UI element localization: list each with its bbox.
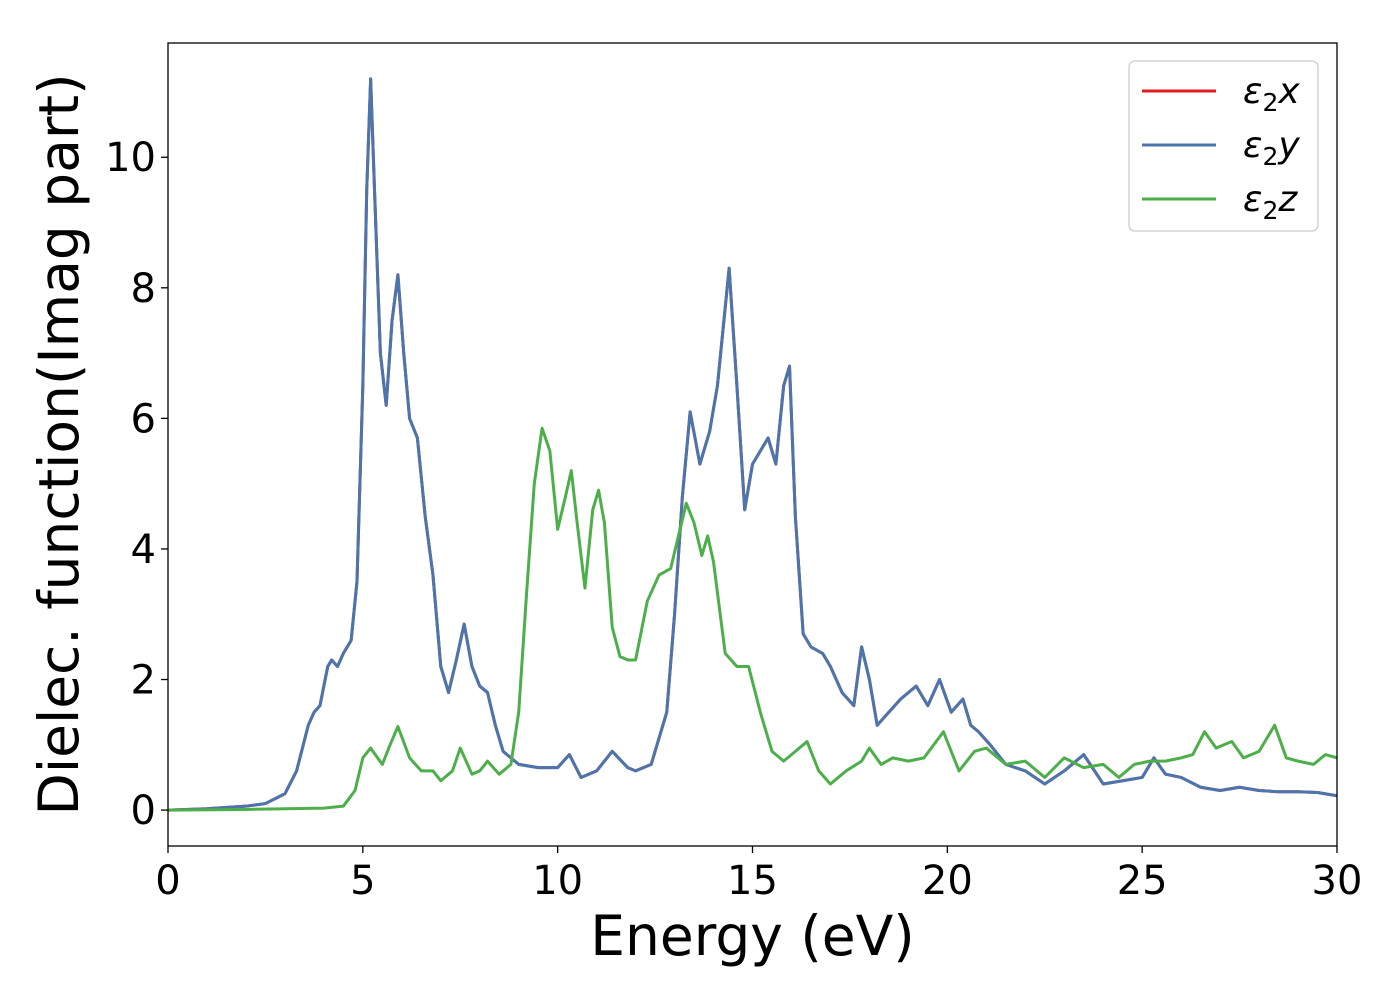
legend-label-y: ε2y [1243, 125, 1300, 171]
series-line-z [168, 426, 1337, 812]
series-line-y [168, 77, 1337, 812]
legend-label-z: ε2z [1243, 179, 1298, 225]
legend-label-x: ε2x [1243, 71, 1300, 117]
legend-label-variable: x [1277, 71, 1300, 112]
x-tick-label: 30 [1312, 858, 1363, 904]
x-tick-label: 15 [727, 858, 778, 904]
plot-area [168, 77, 1337, 812]
legend-label-subscript: 2 [1262, 196, 1278, 225]
y-tick-label: 4 [131, 527, 156, 573]
legend-box [1128, 60, 1319, 232]
x-tick-label: 0 [155, 858, 180, 904]
y-tick-label: 10 [105, 135, 156, 181]
y-tick-label: 6 [131, 396, 156, 442]
legend-label-variable: z [1277, 179, 1298, 220]
y-axis-label: Dielec. function(Imag part) [27, 73, 91, 815]
y-tick-label: 8 [131, 266, 156, 312]
legend-label-subscript: 2 [1262, 142, 1278, 171]
legend-label-variable: y [1277, 125, 1300, 166]
x-tick-label: 5 [350, 858, 375, 904]
axes: 0 5 10 15 20 25 30 0 2 4 6 8 10 [105, 42, 1363, 904]
legend-label-subscript: 2 [1262, 88, 1278, 117]
legend-label-base: ε [1243, 125, 1262, 166]
legend-label-base: ε [1243, 179, 1262, 220]
x-axis-label: Energy (eV) [590, 904, 914, 968]
x-tick-label: 25 [1117, 858, 1168, 904]
y-tick-label: 2 [131, 658, 156, 704]
x-tick-label: 10 [532, 858, 583, 904]
x-tick-label: 20 [922, 858, 973, 904]
legend-label-base: ε [1243, 71, 1262, 112]
y-tick-label: 0 [131, 788, 156, 834]
